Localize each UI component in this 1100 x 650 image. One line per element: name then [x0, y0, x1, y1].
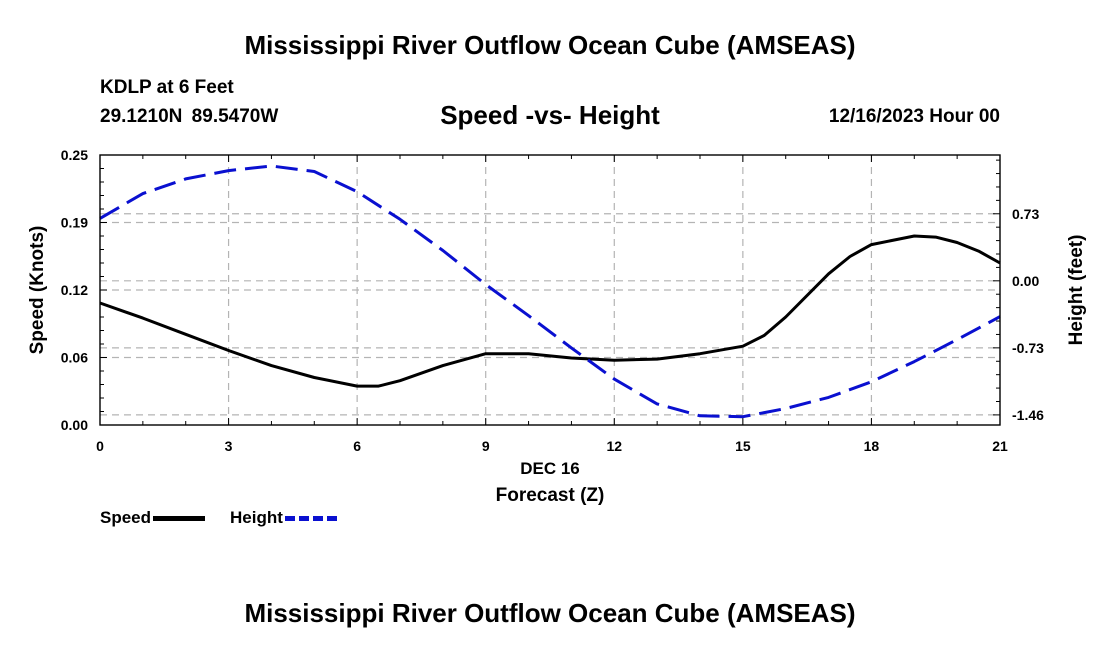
series-layer	[99, 164, 1001, 419]
legend-height-label: Height	[230, 508, 283, 527]
chart-main-title: Mississippi River Outflow Ocean Cube (AM…	[244, 30, 856, 60]
x-tick-label-21: 21	[992, 438, 1008, 454]
y-tick-label-1: 0.06	[61, 350, 88, 366]
y-tick-label-3: 0.19	[61, 215, 88, 231]
axes-layer	[99, 154, 1001, 426]
x-tick-label-0: 0	[96, 438, 104, 454]
y-tick-label-0: 0.00	[61, 417, 88, 433]
x-tick-label-9: 9	[482, 438, 490, 454]
forecast-datetime: 12/16/2023 Hour 00	[828, 106, 1000, 127]
series-line-speed	[99, 234, 1001, 388]
legend-item-height: Height	[230, 508, 337, 528]
coordinates-label: 29.1210N 89.5470W	[100, 106, 279, 127]
x-axis-title: Forecast (Z)	[496, 485, 605, 506]
x-tick-label-15: 15	[735, 438, 751, 454]
chart-subtitle: Speed -vs- Height	[440, 100, 660, 130]
y2-tick-label-2: 0.00	[1012, 273, 1039, 289]
series-line-height	[99, 164, 1001, 419]
x-tick-label-18: 18	[864, 438, 880, 454]
y-tick-label-4: 0.25	[61, 147, 88, 163]
labels-layer: DEC 16 Forecast (Z) Speed (Knots) Height…	[27, 147, 1087, 506]
legend-speed-label: Speed	[100, 508, 152, 527]
legend-height-swatch	[284, 515, 337, 521]
legend-speed-swatch	[153, 515, 206, 521]
y2-tick-label-0: -1.46	[1012, 407, 1044, 423]
x-tick-label-6: 6	[353, 438, 361, 454]
y-axis-title: Speed (Knots)	[27, 226, 48, 355]
y2-axis-title: Height (feet)	[1066, 235, 1087, 346]
y-tick-label-2: 0.12	[61, 282, 88, 298]
x-axis-date-label: DEC 16	[520, 459, 580, 478]
x-tick-label-3: 3	[225, 438, 233, 454]
x-tick-label-12: 12	[606, 438, 622, 454]
station-label: KDLP at 6 Feet	[100, 77, 234, 98]
chart-footer-title: Mississippi River Outflow Ocean Cube (AM…	[244, 598, 856, 628]
legend-item-speed: Speed	[100, 508, 206, 528]
y2-tick-label-1: -0.73	[1012, 340, 1044, 356]
y2-tick-label-3: 0.73	[1012, 206, 1039, 222]
